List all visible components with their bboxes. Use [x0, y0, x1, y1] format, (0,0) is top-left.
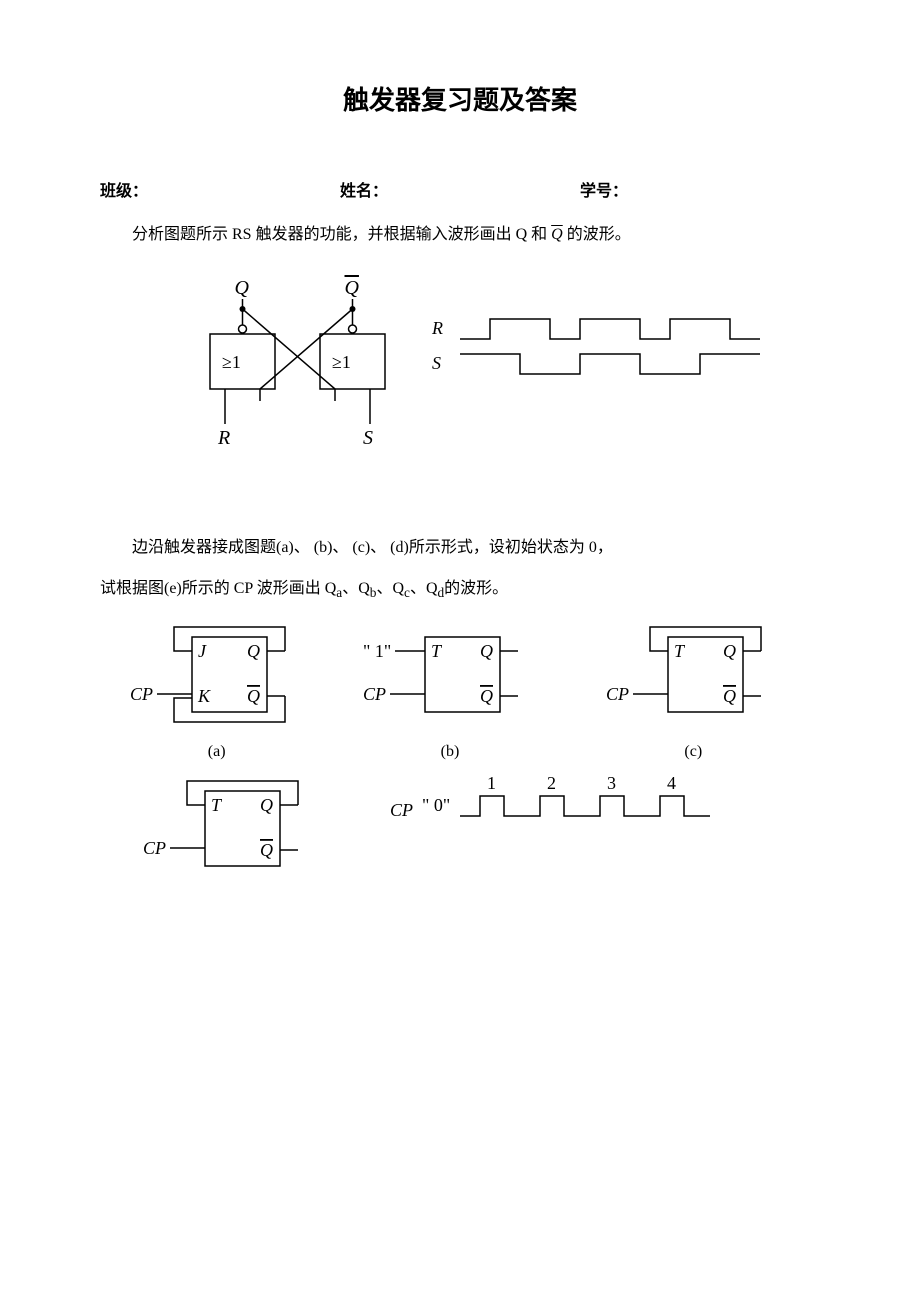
name-label: 姓名：	[340, 177, 580, 201]
svg-text:≥1: ≥1	[332, 352, 351, 372]
sub-b: b	[370, 585, 377, 600]
svg-text:≥1: ≥1	[222, 352, 241, 372]
fig-b: CP T Q Q " 1" (b)	[360, 617, 540, 761]
q1-post: 的波形。	[567, 226, 631, 243]
q2-line2: 试根据图(e)所示的 CP 波形画出 Qa、Qb、Qc、Qd的波形。	[100, 575, 820, 605]
svg-text:3: 3	[607, 773, 616, 793]
fig-d: CP T Q Q	[130, 771, 330, 881]
rs-diagram-svg: ≥1≥1QQRSRS	[140, 274, 780, 474]
cp-wave-svg: CP " 0" 1 2 3 4	[390, 771, 710, 841]
ff-c-svg: CP T Q Q	[593, 617, 793, 737]
svg-text:Q: Q	[480, 641, 493, 661]
svg-text:CP: CP	[363, 684, 386, 704]
fig-c: CP T Q Q (c)	[593, 617, 793, 761]
svg-text:R: R	[217, 427, 230, 449]
svg-text:Q: Q	[345, 277, 360, 299]
svg-text:T: T	[431, 641, 443, 661]
svg-text:" 1": " 1"	[363, 641, 391, 661]
svg-text:Q: Q	[247, 686, 260, 706]
svg-text:Q: Q	[247, 641, 260, 661]
fig-row-1: CP J K Q Q (a) CP T Q Q " 1" (b) CP T Q Q (c)	[100, 617, 820, 761]
svg-text:2: 2	[547, 773, 556, 793]
fig-cp: CP " 0" 1 2 3 4	[390, 771, 710, 881]
info-row: 班级： 姓名： 学号：	[100, 177, 820, 201]
sub-a: a	[336, 585, 342, 600]
figure-1: ≥1≥1QQRSRS	[100, 274, 820, 474]
svg-text:S: S	[432, 353, 441, 373]
svg-text:" 0": " 0"	[422, 795, 450, 815]
ff-a-svg: CP J K Q Q	[127, 617, 307, 737]
svg-text:CP: CP	[606, 684, 629, 704]
svg-text:Q: Q	[480, 686, 493, 706]
sub-d: d	[438, 585, 445, 600]
ff-b-svg: CP T Q Q " 1"	[360, 617, 540, 737]
svg-text:T: T	[674, 641, 686, 661]
cap-b: (b)	[360, 743, 540, 761]
q1-pre: 分析图题所示 RS 触发器的功能，并根据输入波形画出 Q 和	[132, 226, 547, 243]
svg-text:Q: Q	[260, 795, 273, 815]
cap-c: (c)	[593, 743, 793, 761]
svg-text:Q: Q	[260, 840, 273, 860]
svg-text:K: K	[197, 686, 211, 706]
ff-d-svg: CP T Q Q	[130, 771, 330, 881]
svg-text:Q: Q	[723, 641, 736, 661]
svg-text:Q: Q	[723, 686, 736, 706]
svg-text:S: S	[363, 427, 373, 449]
class-label: 班级：	[100, 177, 340, 201]
q1-qbar: Q	[551, 226, 563, 243]
svg-text:CP: CP	[130, 684, 153, 704]
fig-row-2: CP T Q Q CP " 0" 1 2 3 4	[130, 771, 820, 881]
svg-text:T: T	[211, 795, 223, 815]
page-title: 触发器复习题及答案	[100, 80, 820, 117]
svg-text:1: 1	[487, 773, 496, 793]
q2-line1: 边沿触发器接成图题(a)、 (b)、 (c)、 (d)所示形式，设初始状态为 0…	[100, 534, 820, 563]
svg-text:R: R	[431, 318, 443, 338]
svg-text:CP: CP	[390, 800, 413, 820]
sub-c: c	[404, 585, 410, 600]
q1-text: 分析图题所示 RS 触发器的功能，并根据输入波形画出 Q 和 Q 的波形。	[100, 221, 820, 250]
q2-line2-txt: 试根据图(e)所示的 CP 波形画出 Qa、Qb、Qc、Qd的波形。	[100, 580, 508, 597]
cap-a: (a)	[127, 743, 307, 761]
svg-text:4: 4	[667, 773, 676, 793]
fig-a: CP J K Q Q (a)	[127, 617, 307, 761]
svg-text:J: J	[198, 641, 207, 661]
svg-text:CP: CP	[143, 838, 166, 858]
svg-text:Q: Q	[235, 277, 250, 299]
id-label: 学号：	[580, 177, 820, 201]
